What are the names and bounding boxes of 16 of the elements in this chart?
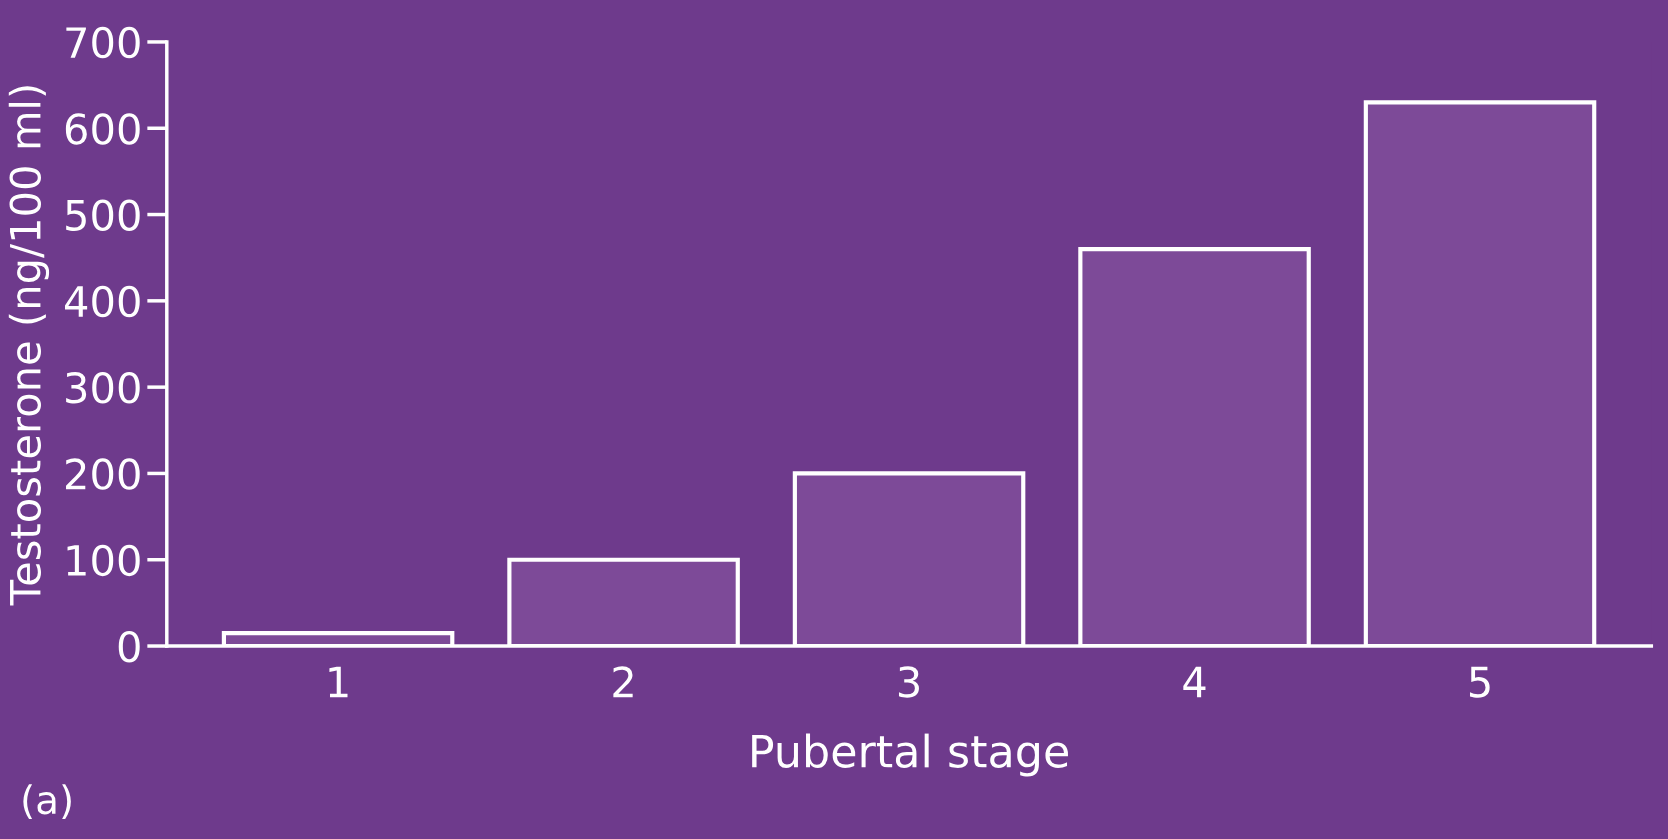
- y-tick-label: 200: [66, 458, 140, 490]
- text: (a): [23, 784, 71, 819]
- y-tick-label: 500: [66, 199, 140, 231]
- y-tick-label: 600: [65, 113, 140, 145]
- x-axis-title: Pubertal stage: [752, 733, 1068, 777]
- x-tick-label: 2: [613, 666, 633, 698]
- y-tick-label: 300: [66, 372, 140, 404]
- y-tick-label: 0: [118, 630, 140, 663]
- x-tick-label: 4: [1183, 666, 1206, 698]
- x-tick-label: 3: [898, 666, 919, 698]
- x-tick-label: 5: [1469, 666, 1490, 698]
- y-axis-title: Testosterone (ng/100 ml): [8, 86, 50, 606]
- y-tick-label: 400: [65, 285, 140, 318]
- y-tick-label: 700: [66, 26, 140, 59]
- x-tick-label: 1: [329, 666, 348, 698]
- y-tick-label: 100: [67, 544, 140, 577]
